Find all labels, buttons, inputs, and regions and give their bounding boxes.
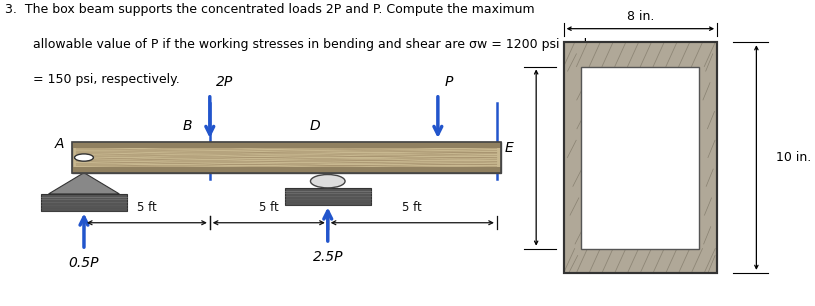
- Bar: [564, 42, 717, 273]
- Polygon shape: [49, 173, 119, 194]
- Text: 2P: 2P: [216, 75, 233, 89]
- Text: A: A: [55, 137, 64, 151]
- Text: 5 ft: 5 ft: [259, 201, 279, 214]
- Bar: [41, 194, 127, 211]
- Circle shape: [311, 174, 345, 188]
- Circle shape: [74, 154, 94, 161]
- Text: E: E: [504, 140, 513, 155]
- Text: 0.5P: 0.5P: [68, 256, 99, 270]
- Polygon shape: [73, 142, 500, 173]
- Text: = 150 psi, respectively.: = 150 psi, respectively.: [33, 73, 179, 86]
- Bar: [284, 188, 371, 204]
- Polygon shape: [73, 167, 500, 173]
- Text: 5 ft: 5 ft: [403, 201, 422, 214]
- Bar: [581, 66, 699, 248]
- Text: 2.5P: 2.5P: [312, 250, 343, 264]
- Text: P: P: [444, 75, 452, 89]
- Polygon shape: [73, 142, 500, 148]
- Text: 8 in.: 8 in.: [627, 9, 654, 23]
- Text: 3.  The box beam supports the concentrated loads 2P and P. Compute the maximum: 3. The box beam supports the concentrate…: [6, 3, 535, 16]
- Text: 5 ft: 5 ft: [137, 201, 156, 214]
- Text: D: D: [309, 119, 320, 133]
- Text: B: B: [183, 119, 192, 133]
- Text: allowable value of P if the working stresses in bending and shear are σw = 1200 : allowable value of P if the working stre…: [33, 38, 609, 51]
- Text: 8 in.: 8 in.: [609, 151, 637, 164]
- Text: 6 in.: 6 in.: [627, 220, 654, 233]
- Text: 10 in.: 10 in.: [776, 151, 811, 164]
- Bar: [564, 42, 717, 273]
